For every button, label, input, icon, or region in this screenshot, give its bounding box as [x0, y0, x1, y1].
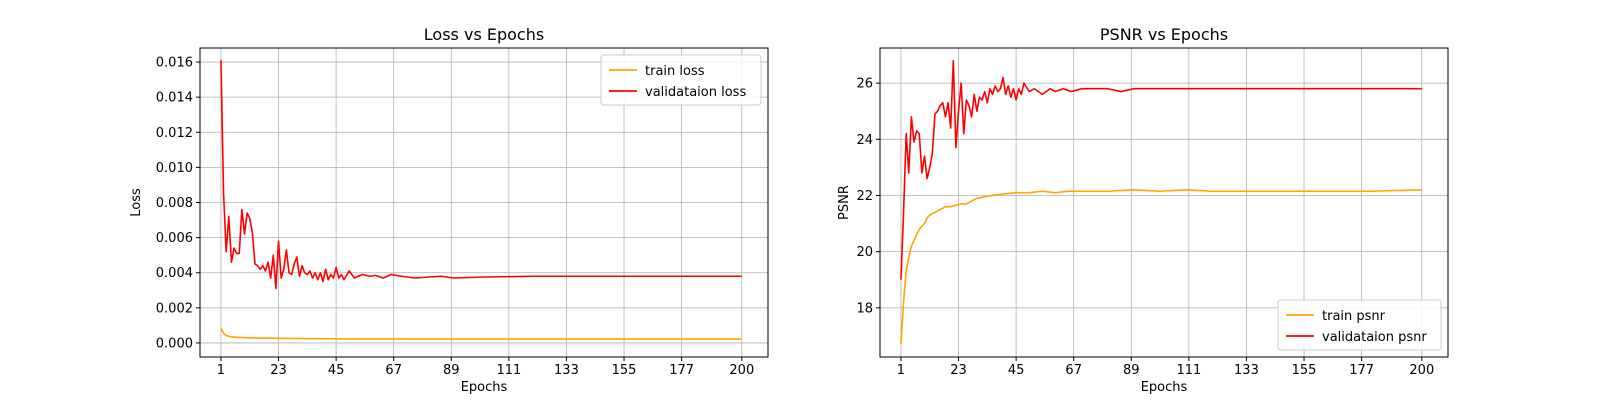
- legend-label: train loss: [645, 64, 705, 79]
- y-tick-label: 0.014: [156, 91, 193, 106]
- chart-1: 1 23 45 67 89 111 133 155 177 200 0.000 0.002 0.004 0…: [129, 25, 769, 395]
- grid: [200, 48, 768, 357]
- y-tick-label: 0.008: [156, 196, 193, 211]
- x-tick-label: 200: [1409, 363, 1434, 378]
- x-tick-label: 1: [217, 363, 225, 378]
- y-tick-label: 18: [856, 301, 873, 316]
- chart-2: 1 23 45 67 89 111 133 155 177 200 18 20 22 24 26 PSNR v…: [837, 25, 1449, 395]
- series-line-2: [900, 59, 1422, 280]
- x-tick-label: 155: [1292, 363, 1317, 378]
- y-tick-label: 0.006: [156, 231, 193, 246]
- y-tick-label: 0.010: [156, 161, 193, 176]
- y-tick-label: 26: [856, 77, 873, 92]
- y-tick-label: 0.012: [156, 126, 193, 141]
- x-tick-label: 155: [612, 363, 637, 378]
- x-tick-label: 89: [443, 363, 460, 378]
- x-axis-label: Epochs: [461, 380, 508, 395]
- y-tick-label: 20: [856, 245, 873, 260]
- y-tick-label: 0.000: [156, 336, 193, 351]
- legend-box: [600, 54, 762, 106]
- x-tick-label: 200: [729, 363, 754, 378]
- x-tick-label: 23: [950, 363, 967, 378]
- legend-box: [1277, 299, 1442, 351]
- x-tick-label: 23: [270, 363, 287, 378]
- legend-label: validataion loss: [645, 85, 746, 100]
- y-tick-label: 24: [856, 133, 873, 148]
- x-tick-label: 1: [897, 363, 905, 378]
- x-tick-label: 67: [1065, 363, 1082, 378]
- x-tick-label: 45: [1008, 363, 1025, 378]
- legend: train psnr validataion psnr: [1277, 299, 1442, 351]
- x-axis-label: Epochs: [1141, 380, 1188, 395]
- y-axis-label: Loss: [129, 188, 144, 217]
- chart-title: PSNR vs Epochs: [1100, 25, 1228, 44]
- legend-label: validataion psnr: [1322, 330, 1427, 345]
- series-group: [900, 59, 1422, 345]
- axes-frame: [879, 47, 1449, 358]
- y-tick-label: 0.002: [156, 301, 193, 316]
- series-line-1: [220, 327, 742, 340]
- series-line-2: [220, 60, 742, 290]
- y-axis-label: PSNR: [837, 185, 852, 220]
- y-tick-label: 0.004: [156, 266, 193, 281]
- y-tick-label: 22: [856, 189, 873, 204]
- x-tick-label: 67: [385, 363, 402, 378]
- x-tick-label: 111: [496, 363, 521, 378]
- series-group: [220, 60, 742, 340]
- x-tick-label: 45: [328, 363, 345, 378]
- x-tick-label: 177: [669, 363, 694, 378]
- x-tick-label: 111: [1176, 363, 1201, 378]
- series-line-1: [900, 189, 1422, 345]
- legend: train loss validataion loss: [600, 54, 762, 106]
- x-tick-label: 133: [554, 363, 579, 378]
- x-tick-label: 89: [1123, 363, 1140, 378]
- y-tick-label: 0.016: [156, 56, 193, 71]
- x-tick-label: 133: [1234, 363, 1259, 378]
- chart-title: Loss vs Epochs: [424, 25, 544, 44]
- legend-label: train psnr: [1322, 309, 1386, 324]
- x-tick-label: 177: [1349, 363, 1374, 378]
